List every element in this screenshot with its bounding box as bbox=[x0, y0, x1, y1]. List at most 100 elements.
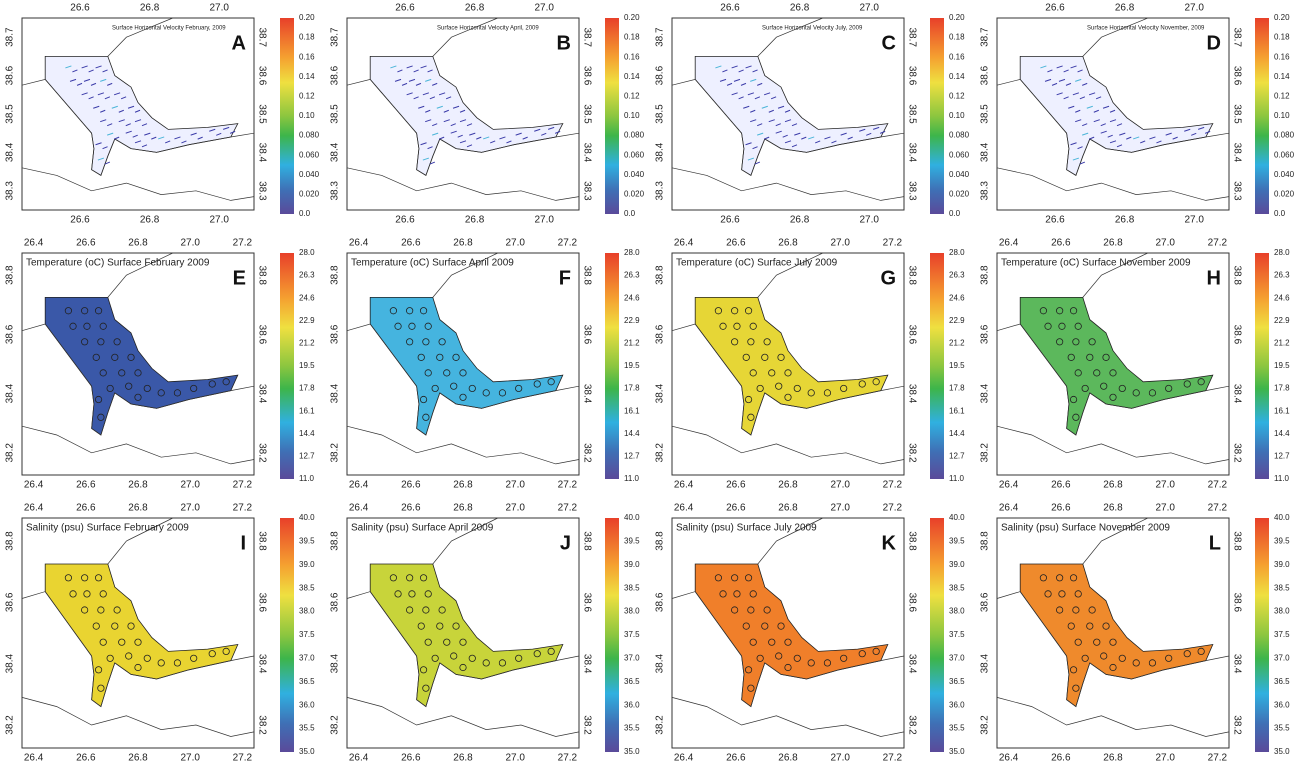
velocity-arrow bbox=[754, 96, 761, 100]
colorbar bbox=[1255, 18, 1269, 214]
lat-tick-label: 38.2 bbox=[330, 715, 341, 735]
station-marker bbox=[872, 378, 880, 386]
velocity-arrow bbox=[541, 132, 547, 136]
station-marker bbox=[1197, 647, 1205, 656]
station-marker bbox=[118, 638, 126, 646]
lat-tick-label: 38.8 bbox=[980, 265, 991, 285]
coastline bbox=[671, 167, 905, 201]
lat-tick-label: 38.4 bbox=[256, 384, 267, 404]
station-marker bbox=[406, 338, 414, 346]
lat-tick-label: 38.6 bbox=[5, 65, 16, 85]
lat-tick-label: 38.3 bbox=[655, 181, 666, 201]
station-marker bbox=[83, 322, 91, 330]
lat-tick-label: 38.8 bbox=[5, 531, 16, 551]
station-marker bbox=[1088, 338, 1096, 346]
panel: Temperature (oC) Surface April 2009 F 26.4… bbox=[330, 238, 640, 491]
velocity-arrow bbox=[1082, 123, 1088, 127]
coastline bbox=[107, 252, 173, 298]
velocity-arrow bbox=[1068, 105, 1075, 109]
station-marker bbox=[173, 659, 182, 667]
velocity-arrow bbox=[88, 69, 94, 73]
station-marker bbox=[134, 638, 142, 646]
lon-tick-label: 26.4 bbox=[24, 238, 44, 249]
panel: Salinity (psu) Surface April 2009 J 26.4 26… bbox=[330, 503, 640, 764]
velocity-arrow bbox=[83, 78, 91, 82]
velocity-arrow bbox=[100, 119, 107, 123]
station-marker bbox=[731, 338, 739, 346]
station-marker bbox=[1074, 322, 1082, 330]
colorbar-tick-label: 0.080 bbox=[1274, 131, 1295, 140]
colorbar-tick-label: 17.8 bbox=[949, 384, 965, 393]
station-marker bbox=[125, 382, 133, 390]
lon-tick-label: 26.4 bbox=[999, 503, 1019, 514]
lon-tick-label: 26.8 bbox=[128, 238, 148, 249]
lon-tick-label: 27.0 bbox=[180, 238, 200, 249]
station-marker bbox=[1044, 322, 1052, 330]
lat-tick-label: 38.7 bbox=[256, 27, 267, 47]
station-marker bbox=[99, 369, 107, 377]
colorbar-tick-label: 14.4 bbox=[299, 429, 315, 438]
colorbar-tick-label: 0.020 bbox=[299, 190, 320, 199]
lon-tick-label: 26.6 bbox=[720, 215, 740, 226]
lat-tick-label: 38.2 bbox=[581, 443, 592, 463]
colorbar bbox=[605, 18, 619, 214]
lat-tick-label: 38.6 bbox=[655, 592, 666, 612]
velocity-arrow bbox=[93, 105, 100, 109]
lat-tick-label: 38.8 bbox=[330, 265, 341, 285]
station-marker bbox=[1109, 393, 1117, 401]
colorbar bbox=[930, 18, 944, 214]
lon-tick-label: 26.4 bbox=[674, 753, 694, 764]
lon-tick-label: 26.4 bbox=[674, 503, 694, 514]
station-marker bbox=[1109, 369, 1117, 377]
velocity-arrow bbox=[859, 128, 866, 132]
velocity-arrow bbox=[1095, 96, 1102, 100]
velocity-arrow bbox=[1047, 69, 1053, 73]
station-marker bbox=[459, 663, 467, 672]
station-marker bbox=[763, 338, 771, 346]
colorbar-tick-label: 28.0 bbox=[624, 248, 640, 257]
velocity-arrow bbox=[1072, 157, 1080, 161]
station-marker bbox=[749, 369, 757, 377]
station-marker bbox=[111, 353, 119, 361]
velocity-arrow bbox=[459, 119, 467, 123]
velocity-arrow bbox=[422, 92, 430, 96]
lon-tick-label: 27.0 bbox=[859, 3, 879, 14]
lon-tick-label: 26.6 bbox=[1045, 215, 1065, 226]
velocity-arrow bbox=[1149, 136, 1156, 140]
lon-tick-label: 26.4 bbox=[349, 238, 369, 249]
station-marker bbox=[97, 413, 105, 421]
colorbar-tick-label: 0.080 bbox=[299, 131, 320, 140]
station-marker bbox=[113, 606, 121, 614]
station-marker bbox=[733, 322, 741, 330]
station-marker bbox=[784, 369, 792, 377]
station-marker bbox=[424, 369, 432, 377]
station-marker bbox=[406, 574, 414, 582]
panel-letter: I bbox=[240, 532, 246, 554]
velocity-arrow bbox=[141, 123, 148, 127]
lon-tick-label: 26.4 bbox=[674, 480, 694, 491]
lat-tick-label: 38.5 bbox=[906, 104, 917, 124]
station-marker bbox=[452, 622, 460, 630]
station-marker bbox=[1069, 666, 1078, 674]
velocity-arrow bbox=[1093, 119, 1100, 123]
lon-tick-label: 27.2 bbox=[883, 238, 903, 249]
panel: Temperature (oC) Surface February 2009 E 2… bbox=[5, 238, 315, 491]
velocity-arrow bbox=[750, 119, 757, 123]
station-marker bbox=[419, 307, 428, 315]
station-marker bbox=[744, 307, 753, 315]
station-marker bbox=[424, 590, 432, 598]
panel-letter: F bbox=[559, 267, 571, 289]
lon-tick-label: 26.6 bbox=[76, 480, 96, 491]
colorbar-tick-label: 12.7 bbox=[1274, 452, 1290, 461]
colorbar-tick-label: 19.5 bbox=[1274, 361, 1290, 370]
velocity-arrow bbox=[397, 69, 403, 73]
colorbar-tick-label: 38.0 bbox=[624, 607, 640, 616]
lon-tick-label: 26.8 bbox=[1115, 215, 1135, 226]
station-marker bbox=[406, 307, 414, 315]
velocity-arrow bbox=[879, 130, 886, 134]
velocity-arrow bbox=[107, 123, 113, 127]
velocity-arrow bbox=[415, 82, 422, 86]
panel: Salinity (psu) Surface November 2009 L 26.… bbox=[980, 503, 1290, 764]
lat-tick-label: 38.5 bbox=[5, 104, 16, 124]
station-marker bbox=[756, 384, 764, 393]
